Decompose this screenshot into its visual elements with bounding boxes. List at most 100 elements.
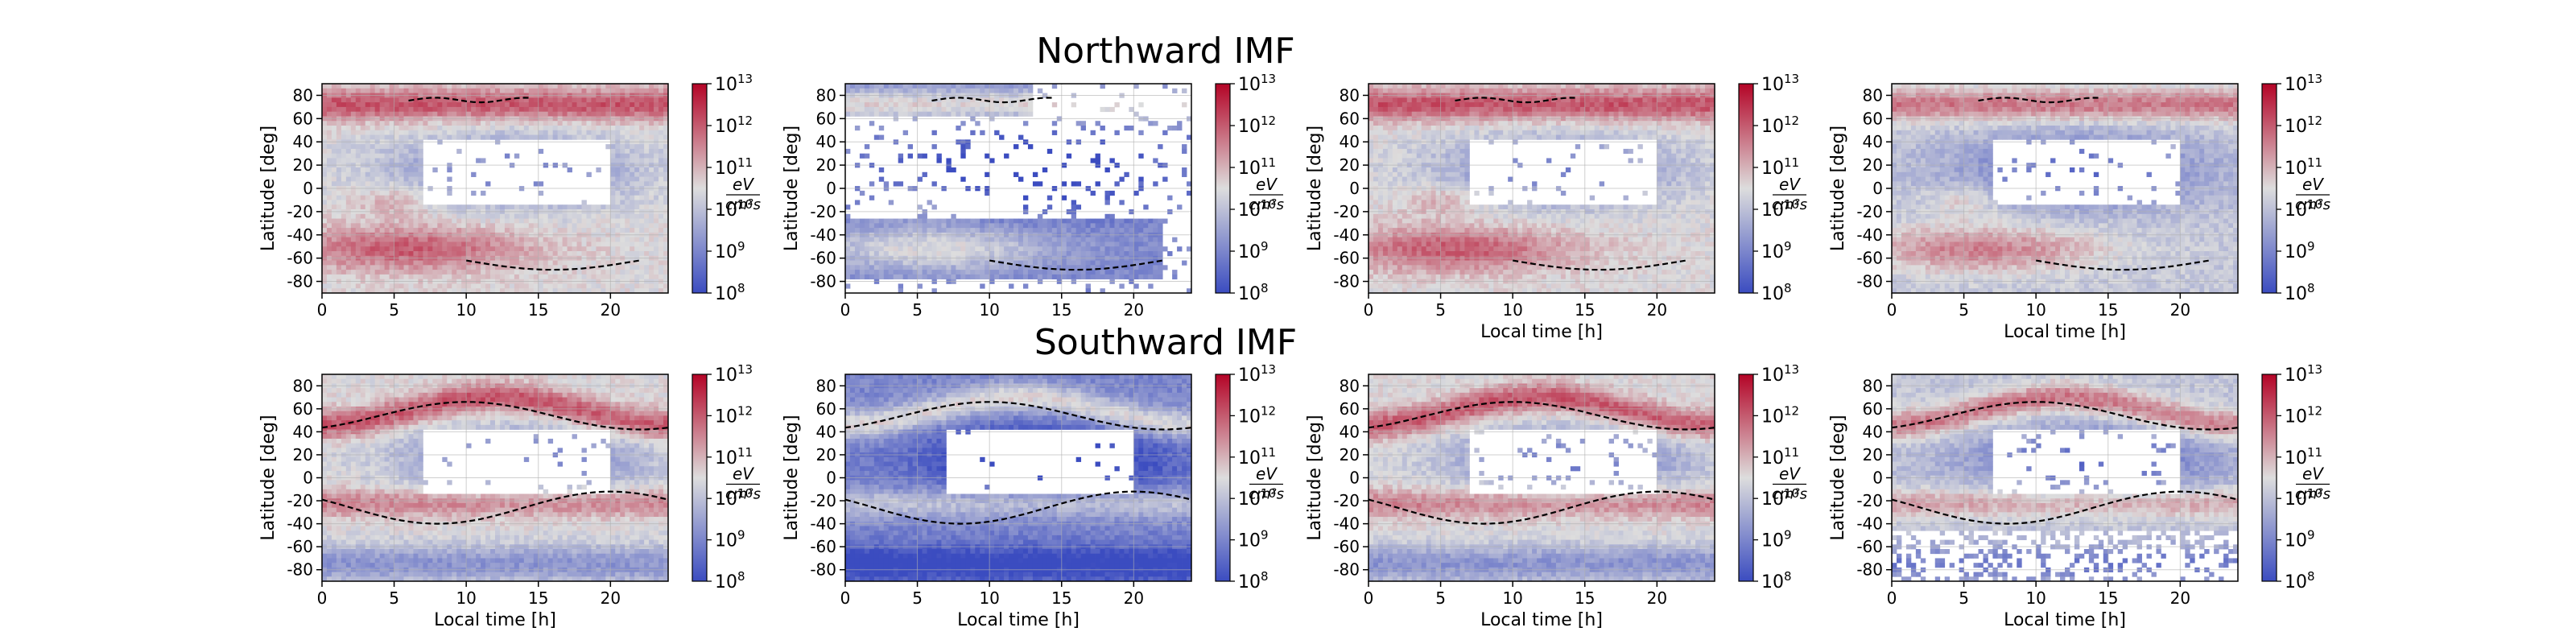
heatmap-cell bbox=[634, 154, 639, 159]
heatmap-cell bbox=[390, 121, 394, 126]
heatmap-cell bbox=[572, 204, 577, 209]
heatmap-cell bbox=[380, 126, 385, 130]
heatmap-cell bbox=[1397, 204, 1402, 209]
heatmap-cell bbox=[413, 177, 418, 182]
heatmap-cell bbox=[1081, 246, 1086, 251]
heatmap-cell bbox=[1028, 144, 1033, 149]
heatmap-cell bbox=[884, 275, 889, 279]
heatmap-cell bbox=[1417, 242, 1422, 246]
heatmap-cell bbox=[427, 246, 432, 251]
heatmap-cell bbox=[370, 275, 375, 279]
heatmap-cell bbox=[1422, 228, 1426, 233]
heatmap-cell bbox=[327, 89, 332, 93]
heatmap-cell bbox=[341, 135, 346, 140]
heatmap-cell bbox=[529, 97, 534, 102]
heatmap-cell bbox=[1441, 102, 1446, 107]
heatmap-cell bbox=[539, 112, 543, 117]
heatmap-cell bbox=[572, 228, 577, 233]
heatmap-cell bbox=[380, 270, 385, 275]
heatmap-cell bbox=[413, 237, 418, 242]
heatmap-cell bbox=[500, 246, 505, 251]
heatmap-cell bbox=[543, 219, 548, 224]
heatmap-cell bbox=[1412, 167, 1417, 172]
heatmap-cell bbox=[620, 204, 625, 209]
heatmap-cell bbox=[1378, 107, 1383, 112]
heatmap-cell bbox=[1028, 89, 1033, 93]
heatmap-cell bbox=[1383, 265, 1388, 270]
heatmap-cell bbox=[1167, 126, 1172, 130]
heatmap-cell bbox=[620, 223, 625, 228]
heatmap-cell bbox=[634, 191, 639, 196]
heatmap-cell bbox=[586, 237, 591, 242]
heatmap-cell bbox=[1426, 84, 1431, 89]
heatmap-cell bbox=[341, 107, 346, 112]
heatmap-cell bbox=[332, 275, 336, 279]
heatmap-cell bbox=[874, 261, 879, 266]
heatmap-cell bbox=[471, 112, 476, 117]
heatmap-cell bbox=[356, 130, 361, 135]
heatmap-cell bbox=[490, 102, 495, 107]
heatmap-cell bbox=[476, 130, 481, 135]
heatmap-cell bbox=[375, 154, 380, 159]
heatmap-cell bbox=[1417, 97, 1422, 102]
heatmap-cell bbox=[1383, 102, 1388, 107]
heatmap-cell bbox=[1431, 172, 1436, 177]
heatmap-cell bbox=[1412, 251, 1417, 256]
heatmap-cell bbox=[466, 130, 471, 135]
heatmap-cell bbox=[390, 154, 394, 159]
heatmap-cell bbox=[418, 196, 423, 200]
heatmap-cell bbox=[908, 228, 913, 233]
heatmap-cell bbox=[918, 270, 923, 275]
heatmap-cell bbox=[346, 112, 351, 117]
heatmap-cell bbox=[1422, 200, 1426, 204]
heatmap-cell bbox=[1431, 223, 1436, 228]
heatmap-cell bbox=[375, 84, 380, 89]
heatmap-cell bbox=[1100, 223, 1105, 228]
heatmap-cell bbox=[577, 97, 582, 102]
heatmap-cell bbox=[1071, 275, 1076, 279]
heatmap-cell bbox=[543, 283, 548, 288]
heatmap-cell bbox=[605, 251, 610, 256]
heatmap-cell bbox=[1018, 89, 1023, 93]
heatmap-cell bbox=[1412, 112, 1417, 117]
heatmap-cell bbox=[1167, 196, 1172, 200]
heatmap-cell bbox=[644, 172, 649, 177]
heatmap-cell bbox=[889, 107, 894, 112]
heatmap-cell bbox=[514, 107, 519, 112]
heatmap-cell bbox=[610, 219, 615, 224]
heatmap-cell bbox=[985, 246, 989, 251]
heatmap-cell bbox=[582, 97, 587, 102]
heatmap-cell bbox=[572, 102, 577, 107]
heatmap-cell bbox=[908, 251, 913, 256]
heatmap-cell bbox=[351, 242, 356, 246]
heatmap-cell bbox=[427, 102, 432, 107]
heatmap-cell bbox=[572, 126, 577, 130]
heatmap-cell bbox=[447, 251, 452, 256]
heatmap-cell bbox=[404, 237, 409, 242]
heatmap-cell bbox=[1100, 251, 1105, 256]
heatmap-cell bbox=[1368, 265, 1373, 270]
heatmap-cell bbox=[539, 135, 543, 140]
heatmap-cell bbox=[418, 167, 423, 172]
heatmap-cell bbox=[1383, 130, 1388, 135]
heatmap-cell bbox=[1383, 97, 1388, 102]
heatmap-cell bbox=[649, 107, 654, 112]
heatmap-cell bbox=[390, 228, 394, 233]
heatmap-cell bbox=[654, 149, 658, 154]
heatmap-cell bbox=[960, 89, 965, 93]
heatmap-cell bbox=[356, 214, 361, 219]
heatmap-cell bbox=[577, 89, 582, 93]
heatmap-cell bbox=[1402, 251, 1407, 256]
heatmap-cell bbox=[913, 219, 918, 224]
heatmap-cell bbox=[341, 246, 346, 251]
heatmap-cell bbox=[625, 167, 630, 172]
heatmap-cell bbox=[1388, 177, 1393, 182]
heatmap-cell bbox=[505, 283, 510, 288]
heatmap-cell bbox=[539, 102, 543, 107]
heatmap-cell bbox=[630, 97, 634, 102]
heatmap-cell bbox=[610, 204, 615, 209]
heatmap-cell bbox=[620, 97, 625, 102]
heatmap-cell bbox=[1109, 214, 1114, 219]
heatmap-cell bbox=[568, 204, 572, 209]
heatmap-cell bbox=[322, 167, 327, 172]
